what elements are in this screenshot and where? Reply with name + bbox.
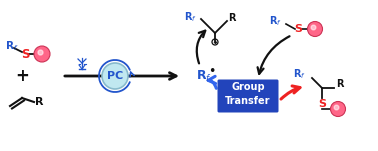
Text: R$_f$: R$_f$ [293, 67, 306, 81]
Circle shape [330, 101, 345, 117]
Text: R: R [228, 13, 235, 23]
Text: R$_f$: R$_f$ [269, 14, 282, 28]
Text: R$_f$: R$_f$ [5, 39, 19, 53]
Text: +: + [15, 67, 29, 85]
Text: +: + [212, 40, 217, 45]
Text: Group
Transfer: Group Transfer [225, 82, 271, 106]
FancyBboxPatch shape [217, 79, 279, 112]
Text: S: S [294, 24, 302, 34]
Text: R$_f$: R$_f$ [196, 68, 212, 84]
Text: •: • [208, 66, 216, 79]
Text: S: S [21, 48, 29, 61]
Text: R$_f$: R$_f$ [184, 10, 197, 24]
Text: S: S [318, 99, 326, 109]
Circle shape [34, 46, 50, 62]
Text: R: R [35, 97, 43, 107]
Text: R: R [336, 79, 344, 89]
Circle shape [102, 63, 128, 89]
Text: PC: PC [107, 71, 123, 81]
Circle shape [307, 21, 322, 37]
